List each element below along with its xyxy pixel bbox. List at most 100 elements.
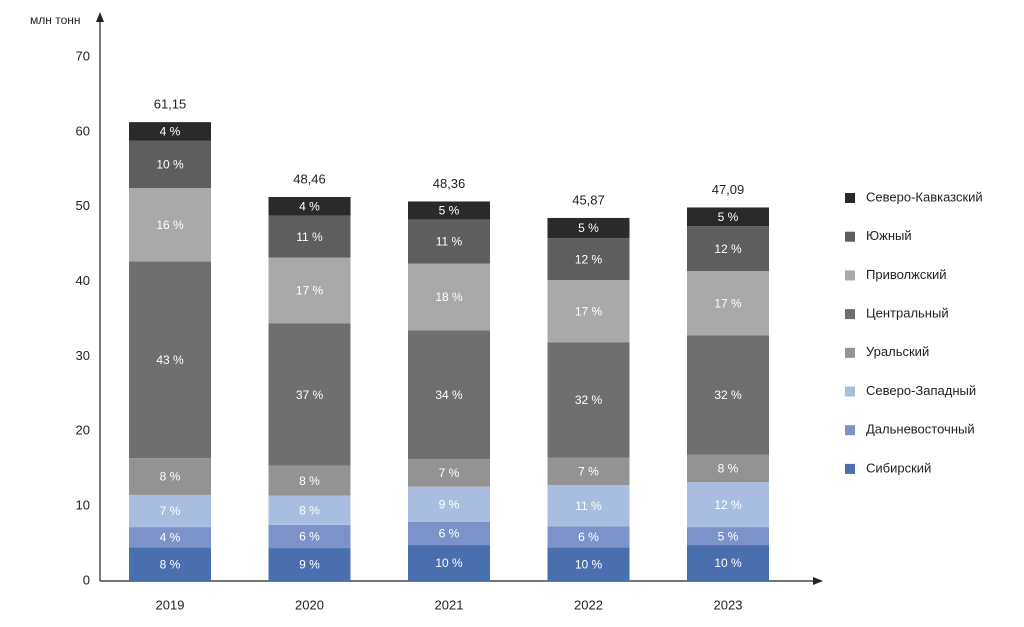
bar-segment: [408, 486, 490, 522]
bar-segment: [547, 342, 630, 458]
x-tick-label: 2020: [295, 597, 324, 612]
segment-label: 34 %: [435, 388, 463, 402]
y-axis-label: млн тонн: [30, 13, 81, 27]
segment-label: 7 %: [160, 504, 181, 518]
bar-segment: [547, 238, 630, 281]
segment-label: 6 %: [578, 530, 599, 544]
legend-label: Центральный: [866, 306, 949, 321]
segment-label: 4 %: [160, 125, 181, 139]
segment-label: 7 %: [578, 465, 599, 479]
x-tick-label: 2022: [574, 597, 603, 612]
bar-segment: [547, 485, 630, 527]
legend-label: Сибирский: [866, 460, 931, 475]
bar-segment: [408, 458, 490, 487]
x-axis-arrow: [813, 577, 823, 585]
bar-segment: [687, 207, 769, 227]
bar-segment: [268, 215, 351, 258]
segment-label: 5 %: [439, 204, 460, 218]
bar-segment: [268, 495, 351, 525]
bar-segment: [408, 263, 490, 331]
legend-label: Южный: [866, 228, 912, 243]
segment-label: 10 %: [435, 556, 463, 570]
bar-segment: [687, 482, 769, 528]
segment-label: 6 %: [439, 527, 460, 541]
legend-label: Дальневосточный: [866, 422, 975, 437]
bar-segment: [268, 548, 351, 581]
bar-segment: [687, 271, 769, 336]
segment-label: 37 %: [296, 388, 324, 402]
bar-segment: [547, 217, 630, 239]
bar-segment: [268, 257, 351, 324]
y-tick-label: 10: [76, 498, 90, 513]
segment-label: 10 %: [156, 158, 184, 172]
segment-label: 8 %: [160, 470, 181, 484]
bar-segment: [129, 261, 211, 459]
bar-segment: [408, 219, 490, 264]
segment-label: 12 %: [714, 498, 742, 512]
bar-segment: [408, 330, 490, 459]
total-label: 48,36: [433, 176, 466, 191]
bar-segment: [547, 457, 630, 486]
segment-label: 32 %: [575, 393, 603, 407]
segment-label: 43 %: [156, 353, 184, 367]
y-tick-label: 20: [76, 423, 90, 438]
bar-segment: [687, 545, 769, 581]
segment-label: 18 %: [435, 290, 463, 304]
legend-swatch: [845, 463, 855, 474]
y-tick-label: 40: [76, 273, 90, 288]
bar-segment: [687, 226, 769, 272]
segment-label: 11 %: [296, 230, 323, 244]
y-tick-label: 60: [76, 123, 90, 138]
segment-label: 9 %: [439, 497, 460, 511]
bar-segment: [129, 494, 211, 528]
segment-label: 9 %: [299, 558, 320, 572]
segment-label: 5 %: [718, 529, 739, 543]
bar-segment: [687, 454, 769, 483]
bar-segment: [547, 547, 630, 581]
bar-segment: [268, 465, 351, 496]
bar-segment: [129, 188, 211, 262]
segment-label: 12 %: [714, 242, 742, 256]
segment-label: 10 %: [575, 557, 603, 571]
segment-label: 4 %: [160, 530, 181, 544]
bar-segment: [268, 524, 351, 549]
segment-label: 17 %: [714, 296, 742, 310]
legend-swatch: [845, 309, 855, 320]
x-tick-label: 2021: [435, 597, 464, 612]
bar-segment: [547, 280, 630, 343]
x-tick-label: 2023: [714, 597, 743, 612]
segment-label: 5 %: [718, 210, 739, 224]
total-label: 48,46: [293, 171, 326, 186]
bar-segment: [129, 458, 211, 495]
segment-label: 7 %: [439, 466, 460, 480]
segment-label: 17 %: [296, 284, 324, 298]
bar-segment: [687, 335, 769, 455]
segment-label: 4 %: [299, 200, 320, 214]
bar-segment: [268, 196, 351, 216]
bar-segment: [408, 201, 490, 220]
legend-swatch: [845, 425, 855, 436]
segment-label: 10 %: [714, 556, 742, 570]
total-label: 61,15: [154, 97, 187, 112]
bar-segment: [408, 545, 490, 581]
legend-swatch: [845, 193, 855, 203]
total-label: 47,09: [712, 182, 745, 197]
bar-segment: [129, 122, 211, 141]
legend-swatch: [845, 347, 855, 358]
segment-label: 8 %: [160, 557, 181, 571]
total-label: 45,87: [572, 192, 605, 207]
y-axis-arrow: [96, 12, 104, 22]
segment-label: 8 %: [718, 462, 739, 476]
bar-segment: [129, 527, 211, 548]
segment-label: 12 %: [575, 252, 603, 266]
legend-swatch: [845, 386, 855, 397]
legend-swatch: [845, 270, 855, 281]
legend-label: Уральский: [866, 344, 929, 359]
segment-label: 16 %: [156, 218, 184, 232]
legend-label: Северо-Кавказский: [866, 189, 983, 204]
bar-segment: [268, 323, 351, 466]
bar-segment: [687, 527, 769, 546]
segment-label: 5 %: [578, 221, 599, 235]
segment-label: 11 %: [575, 499, 602, 513]
